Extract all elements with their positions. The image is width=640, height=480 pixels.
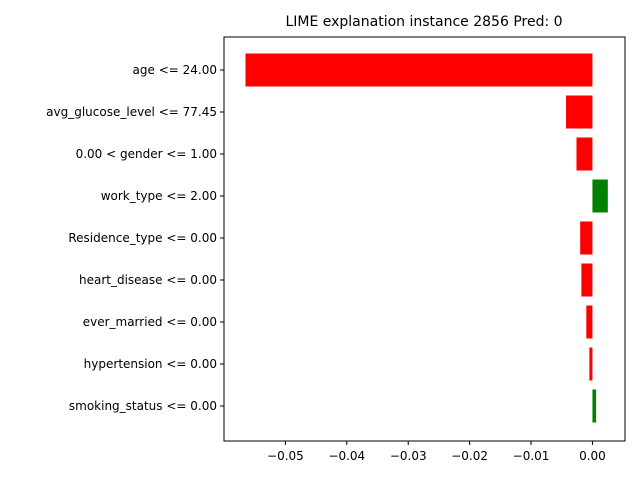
x-tick-label: 0.00 (579, 449, 606, 463)
bar (566, 95, 593, 129)
y-tick-label: work_type <= 2.00 (101, 189, 217, 203)
plot-frame (223, 36, 626, 442)
x-tick-label: −0.04 (328, 449, 365, 463)
y-tick-label: heart_disease <= 0.00 (79, 273, 217, 287)
y-tick-labels: age <= 24.00 avg_glucose_level <= 77.45 0.… (46, 63, 224, 413)
bar (581, 263, 593, 297)
bar (586, 305, 593, 339)
bar (580, 221, 593, 255)
y-tick-label: ever_married <= 0.00 (83, 315, 217, 329)
bar (576, 137, 593, 171)
x-tick-label: −0.02 (451, 449, 488, 463)
y-tick-label: hypertension <= 0.00 (84, 357, 217, 371)
bar (245, 53, 593, 87)
bar (589, 347, 593, 381)
x-tick-label: −0.05 (267, 449, 304, 463)
x-axis: −0.05 −0.04 −0.03 −0.02 −0.01 0.00 (267, 441, 606, 463)
y-tick-label: smoking_status <= 0.00 (69, 399, 217, 413)
bar (592, 179, 608, 213)
chart-title: LIME explanation instance 2856 Pred: 0 (285, 14, 562, 30)
bar (592, 389, 597, 423)
y-tick-label: Residence_type <= 0.00 (68, 231, 217, 245)
x-tick-label: −0.03 (390, 449, 427, 463)
y-tick-label: avg_glucose_level <= 77.45 (46, 105, 217, 119)
y-tick-label: age <= 24.00 (133, 63, 217, 77)
y-tick-label: 0.00 < gender <= 1.00 (76, 147, 217, 161)
bar-group (245, 53, 608, 423)
x-tick-label: −0.01 (513, 449, 550, 463)
